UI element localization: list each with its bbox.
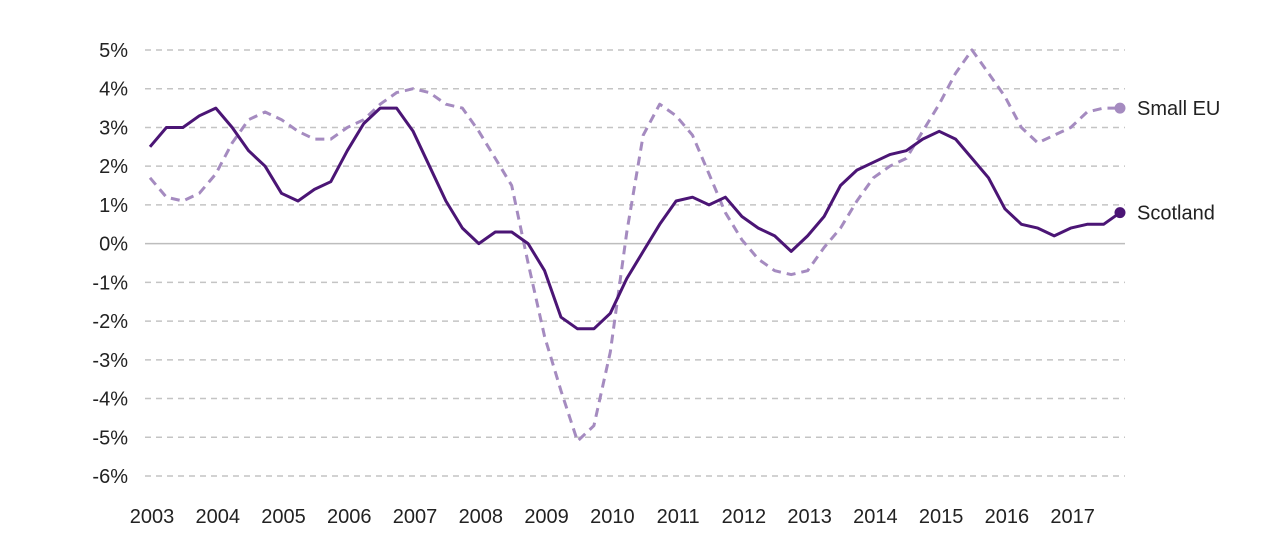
y-tick-label: 4%: [99, 79, 128, 101]
series-end-marker-small-eu: [1114, 102, 1126, 114]
y-tick-label: -6%: [92, 466, 128, 488]
y-tick-label: 5%: [99, 40, 128, 62]
legend: Small EU Scotland: [1114, 98, 1220, 225]
y-tick-label: -3%: [92, 350, 128, 372]
x-tick-label: 2003: [130, 506, 175, 528]
x-tick-label: 2004: [196, 506, 241, 528]
y-axis-tick-labels: 5% 4% 3% 2% 1% 0% -1% -2% -3% -4% -5% -6%: [92, 40, 128, 488]
gridlines: [145, 49, 1125, 477]
series-line-scotland: [148, 106, 1121, 331]
y-tick-label: 3%: [99, 117, 128, 139]
y-tick-label: 0%: [99, 234, 128, 256]
x-tick-label: 2016: [985, 506, 1030, 528]
series-lines: [148, 48, 1121, 443]
x-tick-label: 2005: [261, 506, 306, 528]
series-label-scotland: Scotland: [1137, 203, 1215, 225]
x-tick-label: 2009: [524, 506, 569, 528]
series-label-small-eu: Small EU: [1137, 98, 1220, 120]
y-tick-label: -5%: [92, 427, 128, 449]
series-line-small-eu: [148, 48, 1120, 443]
x-tick-label: 2008: [459, 506, 504, 528]
x-tick-label: 2010: [590, 506, 635, 528]
x-tick-label: 2015: [919, 506, 964, 528]
x-tick-label: 2006: [327, 506, 372, 528]
y-tick-label: 1%: [99, 195, 128, 217]
y-tick-label: -2%: [92, 311, 128, 333]
y-tick-label: -4%: [92, 389, 128, 411]
y-tick-label: 2%: [99, 156, 128, 178]
x-tick-label: 2014: [853, 506, 898, 528]
x-tick-label: 2011: [657, 506, 700, 528]
x-tick-label: 2012: [722, 506, 767, 528]
x-tick-label: 2007: [393, 506, 438, 528]
x-tick-label: 2013: [787, 506, 832, 528]
y-tick-label: -1%: [92, 272, 128, 294]
x-axis-tick-labels: 2003 2004 2005 2006 2007 2008 2009 2010 2011 2012…: [130, 506, 1095, 528]
series-end-marker-scotland: [1114, 207, 1126, 219]
x-tick-label: 2017: [1050, 506, 1095, 528]
